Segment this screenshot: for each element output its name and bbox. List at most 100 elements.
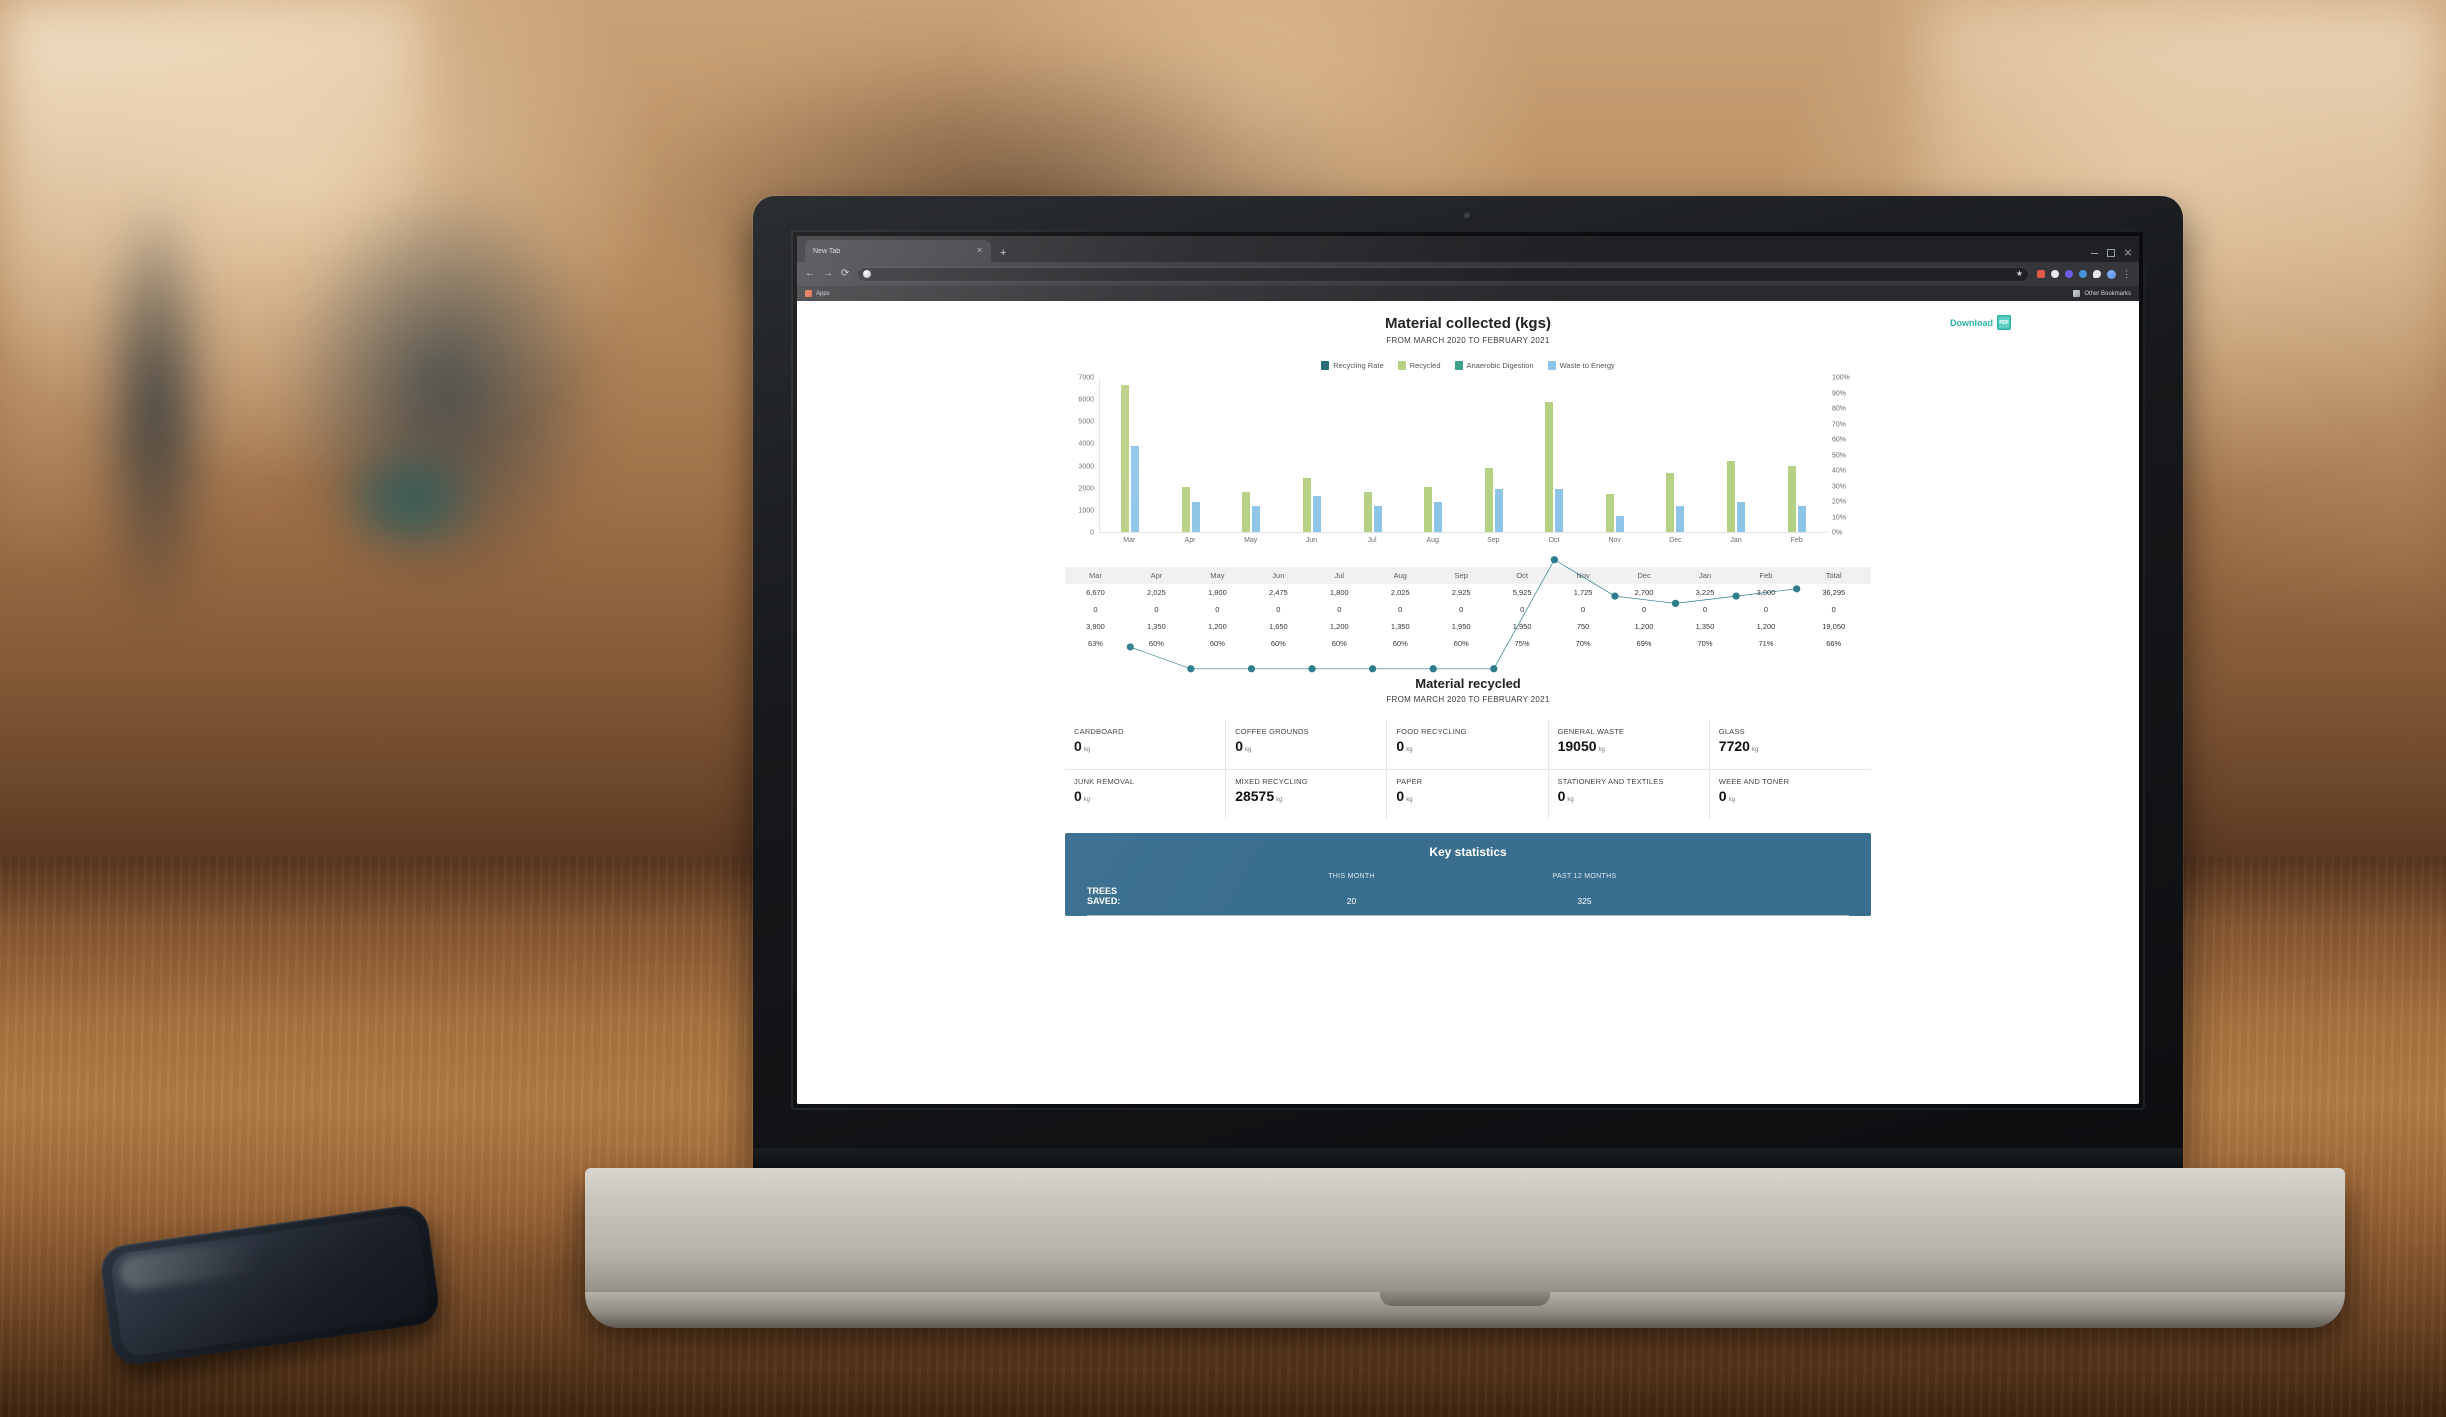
line-point[interactable] [1368, 665, 1377, 673]
folder-icon [2073, 290, 2081, 297]
line-point[interactable] [1308, 665, 1316, 673]
table-column-header: May [1186, 567, 1248, 584]
forward-icon[interactable]: → [823, 268, 833, 279]
bookmark-star-icon[interactable]: ★ [2015, 269, 2023, 278]
line-point[interactable] [1429, 665, 1437, 673]
y2-tick-label: 100% [1832, 374, 1850, 382]
bar[interactable] [1615, 515, 1624, 532]
material-recycled-subtitle: FROM MARCH 2020 TO FEBRUARY 2021 [1386, 695, 1550, 704]
table-column-header: Feb [1735, 567, 1797, 584]
line-point[interactable] [1611, 592, 1619, 600]
window-controls [2091, 249, 2132, 257]
bar[interactable] [1424, 487, 1433, 532]
table-cell: 2,025 [1125, 584, 1187, 601]
bar[interactable] [1373, 505, 1382, 532]
bookmark-other[interactable]: Other Bookmarks [2073, 290, 2131, 297]
address-bar[interactable]: ★ [857, 266, 2029, 282]
table-cell: 63% [1065, 635, 1126, 652]
material-card-unit: kg [1567, 797, 1574, 803]
bar[interactable] [1121, 385, 1130, 532]
legend-swatch-icon [1397, 361, 1406, 370]
y-tick-label: 1000 [1078, 507, 1094, 515]
table-cell: 1,650 [1247, 618, 1309, 635]
new-tab-button[interactable]: + [1000, 247, 1007, 259]
bar[interactable] [1737, 502, 1746, 532]
extension-icon-2[interactable] [2051, 270, 2059, 278]
table-cell: 0 [1430, 601, 1492, 618]
table-cell: 0 [1552, 601, 1614, 618]
y2-tick-label: 40% [1832, 467, 1847, 475]
bar[interactable] [1797, 505, 1806, 532]
legend-item[interactable]: Anaerobic Digestion [1454, 361, 1534, 370]
legend-item[interactable]: Recycled [1397, 361, 1441, 370]
maximize-icon[interactable] [2107, 249, 2115, 257]
bar[interactable] [1313, 495, 1322, 532]
bar[interactable] [1131, 446, 1140, 532]
bar[interactable] [1242, 492, 1251, 532]
bar-group [1282, 378, 1343, 532]
bar[interactable] [1545, 401, 1554, 532]
bar[interactable] [1787, 466, 1796, 532]
table-cell: 1,350 [1369, 618, 1431, 635]
table-column-header: Sep [1430, 567, 1492, 584]
bar[interactable] [1494, 489, 1503, 532]
table-cell: 1,950 [1430, 618, 1492, 635]
bar[interactable] [1555, 489, 1564, 532]
key-statistics-title: Key statistics [1429, 845, 1507, 859]
bar-group [1463, 378, 1524, 532]
chart-bars [1100, 378, 1827, 532]
bar[interactable] [1605, 494, 1614, 532]
browser-tab[interactable]: New Tab ✕ [805, 240, 991, 262]
table-column-header: Dec [1613, 567, 1675, 584]
line-point[interactable] [1490, 665, 1498, 673]
line-point[interactable] [1732, 592, 1740, 600]
line-point[interactable] [1793, 585, 1801, 593]
bar[interactable] [1484, 467, 1493, 532]
legend-item[interactable]: Recycling Rate [1321, 361, 1384, 370]
back-icon[interactable]: ← [805, 268, 815, 279]
material-card: GENERAL WASTE 19050 kg [1548, 720, 1710, 770]
extension-icon-1[interactable] [2037, 270, 2045, 278]
minimize-icon[interactable] [2091, 252, 2098, 254]
x-tick-label: Jan [1730, 537, 1742, 544]
extension-icon-4[interactable] [2079, 270, 2087, 278]
line-point[interactable] [1187, 665, 1195, 673]
line-point[interactable] [1550, 556, 1559, 564]
download-pdf-button[interactable]: Download PDF [1950, 315, 2011, 330]
material-card: CARDBOARD 0 kg [1065, 720, 1227, 770]
bar-group [1403, 378, 1464, 532]
legend-item[interactable]: Waste to Energy [1547, 361, 1615, 370]
extension-icon-5[interactable] [2093, 270, 2101, 278]
bar[interactable] [1666, 472, 1675, 532]
bar[interactable] [1303, 477, 1312, 532]
table-cell: 0 [1125, 601, 1187, 618]
material-card-label: PAPER [1396, 777, 1423, 786]
material-card: COFFEE GROUNDS 0 kg [1226, 720, 1388, 770]
profile-avatar[interactable] [2107, 269, 2116, 279]
page-title: Material collected (kgs) [1385, 315, 1551, 332]
chrome-menu-icon[interactable]: ⋮ [2122, 268, 2131, 279]
line-point[interactable] [1671, 599, 1680, 608]
bar[interactable] [1676, 505, 1685, 532]
bar[interactable] [1363, 492, 1372, 532]
report-page: Download PDF Material collected (kgs) FR… [797, 301, 2139, 1104]
bar[interactable] [1727, 461, 1736, 532]
x-tick-label: Aug [1426, 537, 1439, 544]
material-card: JUNK REMOVAL 0 kg [1065, 770, 1227, 819]
close-icon[interactable]: ✕ [976, 246, 983, 255]
bar[interactable] [1181, 487, 1190, 532]
bar[interactable] [1434, 502, 1443, 532]
bar[interactable] [1191, 502, 1200, 532]
table-cell: 70% [1552, 635, 1614, 652]
reload-icon[interactable]: ⟳ [841, 268, 850, 279]
bar[interactable] [1252, 505, 1261, 532]
line-point[interactable] [1247, 665, 1256, 673]
window-close-icon[interactable] [2124, 249, 2132, 257]
apps-icon [805, 290, 812, 297]
bar-group [1706, 378, 1767, 532]
bookmark-apps[interactable]: Apps [805, 290, 830, 297]
key-statistics-grid: THIS MONTH PAST 12 MONTHS TREES SAVED: 20 325 [1065, 873, 1871, 916]
material-card-value: 0 kg [1396, 738, 1413, 754]
extension-icon-3[interactable] [2065, 270, 2073, 278]
line-point[interactable] [1126, 643, 1134, 651]
